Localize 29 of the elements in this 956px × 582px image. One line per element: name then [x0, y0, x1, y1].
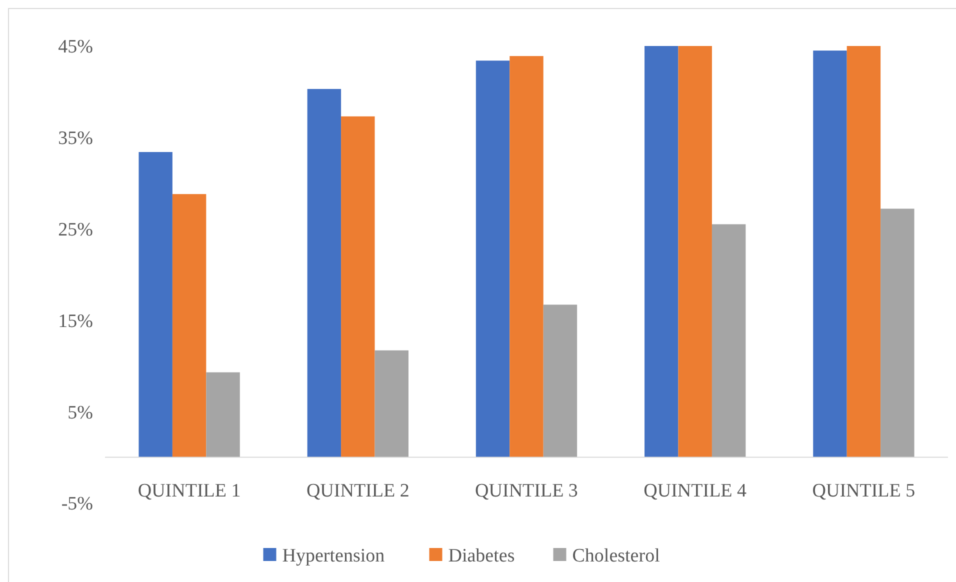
bar — [813, 50, 847, 458]
legend-label: Diabetes — [448, 546, 515, 567]
x-tick-label: QUINTILE 1 — [138, 480, 241, 502]
bar — [510, 56, 544, 458]
y-tick-label: 25% — [58, 219, 94, 240]
x-tick-label: QUINTILE 4 — [644, 480, 748, 502]
y-tick-label: -5% — [61, 494, 94, 515]
bar — [880, 208, 914, 458]
bar — [341, 116, 375, 458]
bar — [846, 46, 881, 458]
x-tick-label: QUINTILE 2 — [306, 480, 410, 502]
bar — [374, 350, 408, 458]
bar — [678, 46, 712, 458]
y-tick-label: 15% — [58, 310, 94, 332]
bar — [138, 152, 172, 458]
legend-label: Cholesterol — [572, 546, 660, 567]
bar — [476, 60, 510, 458]
bar — [712, 224, 746, 458]
bar — [543, 304, 578, 458]
bar — [644, 46, 678, 458]
x-tick-label: QUINTILE 5 — [812, 480, 916, 502]
x-tick-label: QUINTILE 3 — [475, 480, 578, 502]
y-tick-label: 45% — [58, 36, 94, 58]
y-tick-label: 5% — [68, 402, 94, 424]
bar — [172, 194, 206, 458]
bar — [307, 88, 342, 458]
legend-label: Hypertension — [282, 546, 386, 567]
y-tick-label: 35% — [58, 128, 94, 150]
bar — [206, 372, 240, 458]
